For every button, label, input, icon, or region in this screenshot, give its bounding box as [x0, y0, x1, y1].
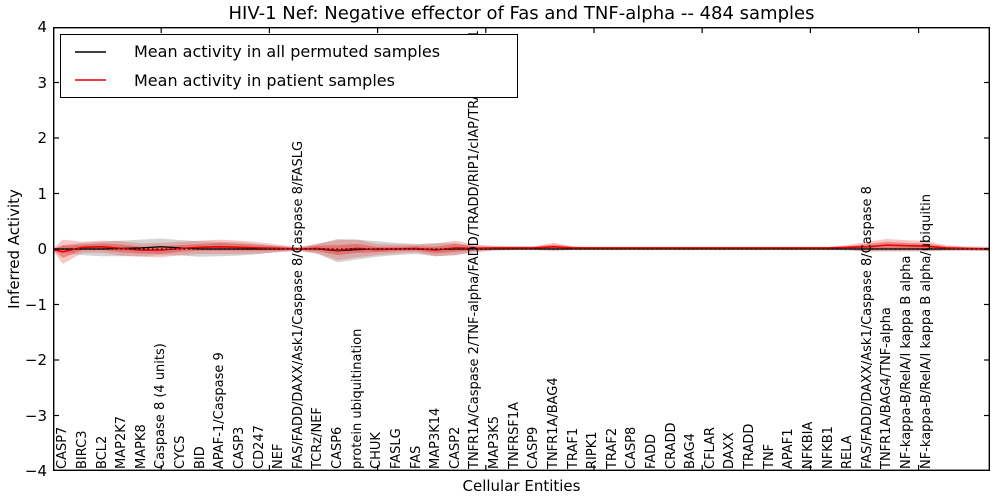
x-category-label: BID: [192, 446, 208, 469]
x-category-label: TRAF2: [604, 427, 620, 469]
x-category-label: Caspase 8 (4 units): [153, 343, 169, 469]
patient-samples-spread-outer-band: [53, 239, 990, 264]
x-category-label: RIPK1: [585, 431, 601, 469]
x-category-label: CD247: [251, 425, 267, 469]
legend-line-sample: [75, 50, 106, 53]
x-category-label: DAXX: [722, 432, 738, 470]
y-tick-label: −3: [24, 406, 47, 425]
x-category-label: MAP3K14: [428, 407, 444, 469]
plot-area: [53, 27, 990, 471]
x-category-label: CFLAR: [702, 426, 718, 469]
x-category-label: FASLG: [388, 428, 404, 469]
plot-frame: [53, 27, 990, 471]
x-category-label: TNF: [761, 443, 777, 469]
x-category-label: CASP8: [624, 426, 640, 469]
legend-item: Mean activity in patient samples: [61, 67, 517, 93]
x-category-label: CASP6: [330, 426, 346, 469]
legend-line-sample: [75, 79, 106, 82]
x-category-label: FAS/FADD/DAXX/Ask1/Caspase 8/Caspase 8/F…: [290, 140, 306, 469]
confidence-bands: [53, 238, 990, 264]
x-axis-title: Cellular Entities: [462, 477, 581, 495]
x-category-label: APAF-1/Caspase 9: [212, 352, 228, 469]
patient-samples-spread-inner-band: [53, 241, 990, 258]
x-category-label: NF-kappa-B/RelA/I kappa B alpha: [899, 255, 915, 469]
x-category-label: CYCS: [173, 435, 189, 469]
x-category-label: BAG4: [683, 433, 699, 469]
x-category-label: NFKBIA: [800, 421, 816, 469]
y-tick-label: −1: [24, 295, 47, 314]
x-category-label: MAP2K7: [114, 415, 130, 469]
legend-item-label: Mean activity in patient samples: [134, 70, 395, 90]
x-category-label: BCL2: [94, 435, 110, 469]
x-category-label: CRADD: [663, 422, 679, 470]
x-category-label: CASP3: [231, 426, 247, 469]
x-category-label: TNFR1A/BAG4: [545, 377, 561, 469]
x-category-label: CHUK: [369, 432, 385, 469]
x-category-label: NEF: [271, 443, 287, 469]
x-category-label: TCRz/NEF: [310, 407, 326, 469]
x-category-label: FADD: [644, 433, 659, 469]
legend-box: Mean activity in all permuted samples Mea…: [60, 34, 518, 98]
x-category-label: BIRC3: [74, 430, 90, 470]
legend-item: Mean activity in all permuted samples: [61, 39, 517, 65]
y-tick-label: 4: [37, 18, 47, 36]
y-tick-label: −4: [24, 462, 47, 480]
permuted-samples-spread-band: [53, 238, 990, 263]
legend-item-label: Mean activity in all permuted samples: [134, 42, 441, 62]
x-category-label: FAS/FADD/DAXX/Ask1/Caspase 8/Caspase 8: [859, 186, 875, 469]
x-category-label: APAF1: [781, 428, 797, 469]
x-category-label: CASP2: [447, 426, 463, 469]
x-category-label: FAS: [408, 445, 424, 469]
x-category-label: CASP9: [526, 426, 542, 469]
y-tick-label: 2: [37, 129, 47, 147]
x-category-label: TNFR1A/BAG4/TNF-alpha: [879, 307, 895, 469]
x-category-label: NF-kappa-B/RelA/I kappa B alpha/ubiquiti…: [918, 194, 934, 469]
y-tick-label: 1: [37, 184, 47, 203]
y-tick-label: 0: [37, 240, 47, 258]
x-category-label: TRADD: [742, 423, 758, 469]
x-category-label: MAP3K5: [487, 415, 503, 469]
patient-mean-line: [53, 244, 990, 253]
y-tick-label: −2: [24, 351, 47, 369]
x-category-label: TNFRSF1A: [506, 401, 522, 469]
chart-title: HIV-1 Nef: Negative effector of Fas and …: [228, 3, 815, 24]
x-category-label: CASP7: [55, 426, 71, 469]
x-category-label: TRAF1: [565, 427, 581, 469]
y-tick-label: 3: [37, 73, 47, 92]
x-category-label: NFKB1: [820, 426, 836, 469]
x-category-label: MAPK8: [133, 424, 149, 469]
x-category-label: RELA: [840, 435, 856, 469]
x-category-label: protein ubiquitination: [349, 328, 365, 469]
